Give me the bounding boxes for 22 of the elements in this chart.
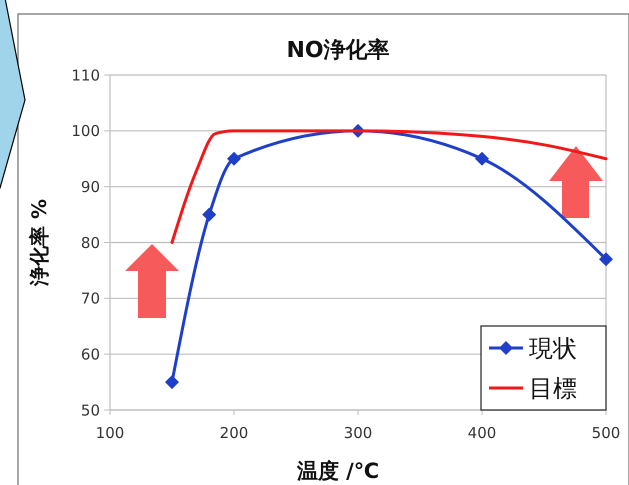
point xyxy=(165,375,179,390)
chart-title: NO浄化率 xyxy=(286,37,390,63)
y-tick-label: 110 xyxy=(71,66,100,84)
x-tick-label: 200 xyxy=(220,424,248,442)
y-axis-title: 浄化率 % xyxy=(27,198,51,288)
x-tick-label: 400 xyxy=(468,424,496,442)
y-tick-label: 70 xyxy=(80,290,100,308)
legend-label: 目標 xyxy=(529,374,577,402)
x-axis-title: 温度 /℃ xyxy=(296,459,380,483)
y-tick-label: 100 xyxy=(71,122,100,140)
point xyxy=(227,152,241,166)
y-tick-label: 50 xyxy=(80,401,100,420)
y-tick-label: 60 xyxy=(80,345,100,364)
x-tick-label: 500 xyxy=(592,424,620,442)
legend-label: 現状 xyxy=(529,334,577,362)
y-tick-label: 80 xyxy=(80,234,100,252)
x-tick-label: 100 xyxy=(96,424,124,442)
point xyxy=(202,208,216,222)
point xyxy=(599,252,613,266)
x-tick-label: 300 xyxy=(344,424,372,442)
point xyxy=(475,152,489,166)
y-tick-label: 90 xyxy=(80,178,100,196)
